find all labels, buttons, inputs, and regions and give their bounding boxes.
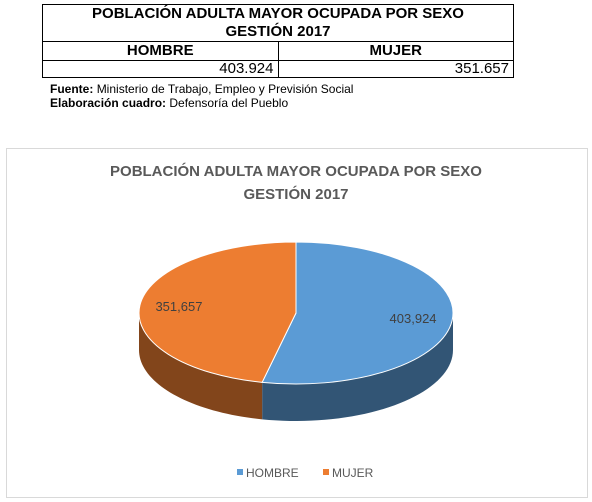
legend-swatch [237, 469, 243, 475]
note: Elaboración cuadro: Defensoría del Puebl… [50, 96, 353, 110]
notes: Fuente: Ministerio de Trabajo, Empleo y … [50, 82, 353, 110]
legend-swatch [323, 469, 329, 475]
chart-title: GESTIÓN 2017 [243, 185, 348, 203]
legend-label: HOMBRE [246, 466, 299, 480]
legend-label: MUJER [332, 466, 374, 480]
value-cell: 351.657 [277, 60, 514, 78]
note-label: Elaboración cuadro: [50, 96, 167, 110]
title-line: POBLACIÓN ADULTA MAYOR OCUPADA POR SEXO [92, 5, 464, 22]
slice-side [139, 313, 263, 420]
slice-side [262, 313, 453, 421]
chart-title: POBLACIÓN ADULTA MAYOR OCUPADA POR SEXO [110, 162, 482, 180]
table-title: POBLACIÓN ADULTA MAYOR OCUPADA POR SEXO G… [42, 4, 514, 42]
title-line: GESTIÓN 2017 [225, 23, 331, 40]
data-label: 351,657 [155, 299, 202, 314]
note-text: Defensoría del Pueblo [169, 96, 289, 110]
data-label: 403,924 [390, 311, 437, 326]
slice [138, 241, 297, 383]
note-text: Ministerio de Trabajo, Empleo y Previsió… [96, 82, 354, 96]
slice [261, 241, 454, 385]
note: Fuente: Ministerio de Trabajo, Empleo y … [50, 82, 353, 96]
note-label: Fuente: [50, 82, 94, 96]
data-table: POBLACIÓN ADULTA MAYOR OCUPADA POR SEXO G… [42, 4, 514, 78]
